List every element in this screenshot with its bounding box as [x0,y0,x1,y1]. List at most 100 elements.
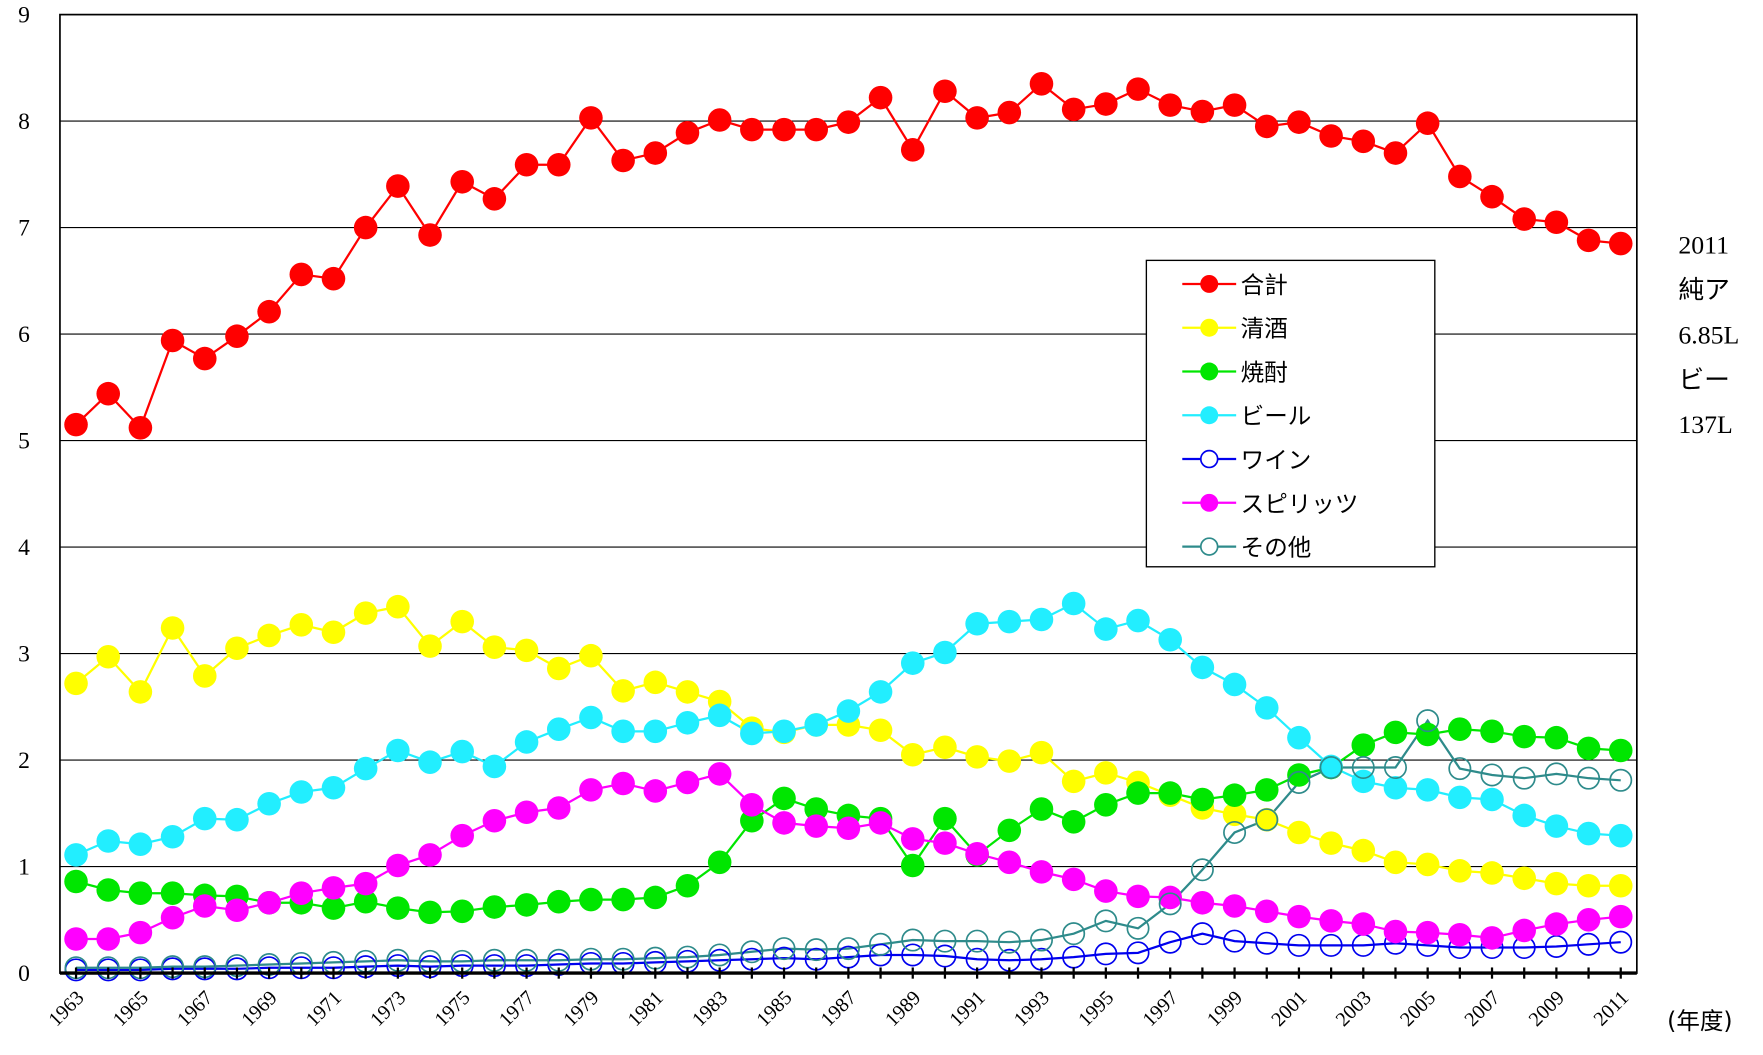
data-point [611,771,635,796]
data-point [579,778,603,802]
data-point [1480,763,1504,787]
data-point [643,779,668,803]
data-point [1061,769,1086,794]
data-point [257,623,281,648]
data-point [418,223,442,247]
data-point [869,943,893,967]
data-point [1512,766,1536,790]
x-tick-label: 1985 [752,987,796,1031]
data-point [675,873,700,898]
y-tick-label: 9 [18,2,30,28]
data-point [1576,228,1601,253]
data-point [772,117,796,142]
data-point [1158,627,1182,652]
data-point [675,680,700,704]
data-point [1351,838,1376,863]
data-point [997,609,1022,634]
data-point [1190,922,1214,946]
data-point [160,824,185,849]
data-point [707,850,732,875]
series-line [76,718,1621,969]
data-point [1448,164,1472,189]
data-point [965,842,989,866]
data-point [1126,884,1150,909]
data-point [386,174,410,198]
data-point [192,346,217,371]
data-point [900,742,925,767]
data-point [1351,912,1376,936]
data-point [546,152,571,177]
data-point [1512,803,1536,828]
data-point [804,117,828,142]
data-point [1608,873,1633,898]
data-point [1029,797,1054,821]
data-point [321,775,346,800]
legend-marker [1200,406,1219,425]
data-point [997,100,1022,125]
data-point [257,299,281,324]
data-point [64,869,88,894]
data-point [1061,591,1086,616]
data-point [1577,766,1601,790]
y-tick-label: 8 [18,109,30,135]
data-point [96,381,121,406]
data-point [1383,850,1408,875]
x-tick-label: 2007 [1460,987,1504,1031]
data-point [482,635,507,659]
data-point [579,887,603,912]
data-point [1383,141,1408,165]
data-point [933,735,957,760]
x-tick-label: 1999 [1203,987,1247,1031]
data-point [128,881,153,905]
data-point [1576,821,1601,846]
data-point [1190,655,1215,680]
data-point [64,671,88,696]
x-tick-label: 1989 [881,987,925,1031]
data-point [1222,783,1247,808]
annotation-line: 純ア [1678,276,1730,306]
data-point [965,929,989,953]
data-point [965,106,989,130]
data-point [514,638,539,663]
data-point [804,713,828,737]
data-point [579,106,603,130]
data-point [1287,904,1311,929]
x-tick-label: 1981 [624,987,668,1031]
data-point [386,853,410,878]
data-point [1255,808,1279,832]
x-tick-label: 1987 [817,987,861,1031]
data-point [1158,885,1182,910]
data-point [96,927,121,951]
annotation-line: ビー [1678,365,1730,395]
data-point [1094,942,1118,966]
y-tick-label: 0 [18,961,30,987]
data-point [1480,787,1504,812]
data-point [1319,909,1343,933]
data-point [450,823,474,848]
data-point [514,800,539,825]
data-point [1029,740,1054,765]
data-point [1480,719,1504,744]
legend-marker [1200,274,1219,293]
legend-marker [1199,537,1219,556]
data-point [514,893,539,917]
data-point [1576,908,1601,932]
data-point [1254,778,1279,802]
data-point [1448,922,1472,947]
data-point [1254,696,1279,720]
legend-marker [1200,362,1219,381]
data-point [1512,724,1536,749]
data-point [64,843,88,867]
data-point [192,806,217,831]
data-point [321,876,346,900]
data-point [1383,919,1408,944]
data-point [450,899,474,924]
data-point [1415,111,1440,136]
data-point [772,937,796,961]
data-point [1480,926,1504,950]
data-point [192,894,217,918]
data-point [1609,768,1633,792]
data-point [1480,184,1504,209]
data-point [1544,912,1569,936]
